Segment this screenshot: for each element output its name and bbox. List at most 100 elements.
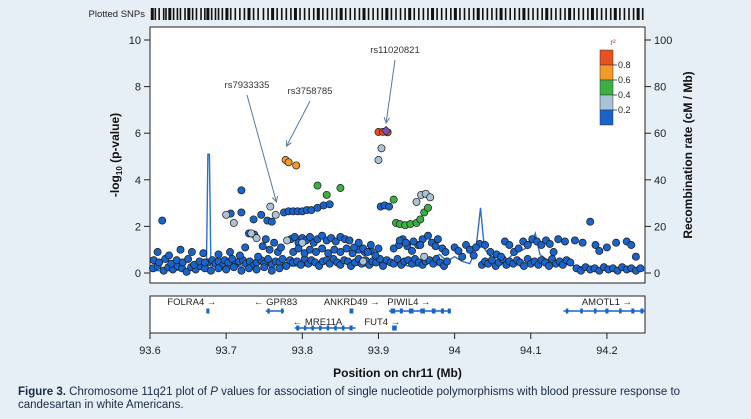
rug-tick [285,8,288,20]
rug-tick [545,8,549,20]
snp-point [595,246,604,255]
gene-label: ANKRD49 → [324,297,380,308]
rug-tick [290,8,292,20]
rug-tick [436,8,438,20]
snp-point [206,266,215,275]
caption-text-after: values for association of single nucleot… [18,386,681,411]
snp-point [318,231,327,240]
snp-point [155,258,164,267]
snp-point [561,237,569,246]
rug-tick [522,8,526,20]
x-tick-label: 93.9 [368,345,389,357]
rug-tick [331,8,333,20]
rug-tick [481,8,484,20]
rug-tick [210,8,213,20]
snp-point [374,244,383,253]
gene-exon [619,308,622,314]
rug-tick [229,8,232,20]
rug-tick [239,8,241,20]
rug-tick [541,8,543,20]
legend-label: 0.8 [618,60,631,70]
legend-swatch [599,109,614,126]
snp-point [200,258,209,267]
snp-point [284,158,293,167]
rug-tick [613,8,617,20]
rug-tick [513,8,516,20]
rug-tick [322,8,324,20]
snp-point [271,210,280,219]
snp-point [322,190,331,199]
snp-point [545,262,553,270]
rug-tick [427,8,429,20]
x-tick-label: 94 [448,345,460,357]
snp-annotation-label: rs3758785 [288,86,333,97]
rug-tick [195,8,198,20]
gene-exon [420,308,425,314]
rug-tick [150,8,154,20]
gene-label: FUT4 → [364,317,400,328]
rug-tick [390,8,393,20]
snp-point [519,262,528,270]
legend-swatch [599,64,614,81]
rug-tick [422,8,425,20]
rug-tick [632,8,635,20]
y2-axis-label: Recombination rate (cM / Mb) [681,71,695,238]
rug-tick [316,8,320,20]
gene-exon [447,308,451,314]
rug-tick [191,8,194,20]
rug-tick [463,8,466,20]
x-axis-label: Position on chr11 (Mb) [333,366,462,380]
snp-point [379,262,387,270]
x-tick-label: 94.2 [596,345,617,357]
rug-tick [158,8,160,20]
rug-tick [582,8,585,20]
legend-swatch [599,94,614,111]
rug-tick [362,8,366,20]
rug-tick [187,8,191,20]
rug-tick [303,8,306,20]
annotation-arrow-head [286,140,292,148]
snp-point [237,208,246,217]
rug-tick [308,8,310,20]
ld-legend: r² 0.8 0.6 0.4 0.2 [599,38,631,126]
gene-exon [334,325,337,331]
snp-point [265,245,274,254]
rug-tick [267,8,269,20]
rug-tick [532,8,534,20]
gene-exon [593,308,597,314]
gene-track: FOLRA4 → ← GPR83 ANKRD49 → PIWIL4 → AMOTL1 →… [149,295,646,334]
snp-point [252,265,261,274]
x-tick-label: 93.8 [292,345,313,357]
snp-point [636,264,645,273]
rug-tick [605,8,607,20]
snp-point [409,237,418,246]
rug-tick [550,8,553,20]
rug-tick [293,8,297,20]
gene-exon [565,308,569,314]
gene-label: ← GPR83 [254,297,297,308]
y2-tick-label: 80 [654,82,666,94]
gene-exon [311,325,314,331]
snp-annotations: rs11020821 rs7933335 rs3758785 [225,45,420,203]
rug-tick [395,8,397,20]
rug-tick [573,8,575,20]
rug-tick [354,8,356,20]
snp-point [627,241,636,249]
rug-tick [468,8,470,20]
gene-exon [280,308,284,314]
snp-point [545,239,554,248]
rug-tick [564,8,566,20]
snp-point [278,255,287,263]
snp-point [277,243,285,252]
rug-tick [453,8,457,20]
snp-points [149,125,645,276]
snp-point [158,216,167,225]
gene-exon [605,308,609,314]
rug-tick [536,8,539,20]
rug-tick [476,8,480,20]
gene-exon [631,308,635,314]
snp-point [296,260,305,269]
snp-point [454,246,463,255]
y-axis-label-post: (p-value) [108,113,122,166]
